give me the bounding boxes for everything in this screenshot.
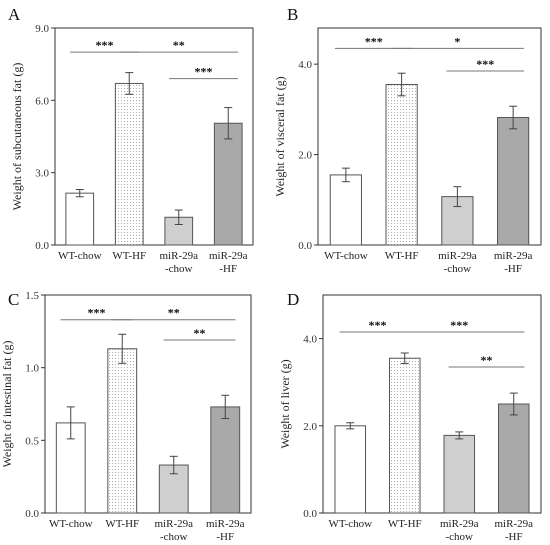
bar [497,117,530,246]
x-tick-label: -chow [160,531,188,543]
x-tick-label: miR-29a [440,518,479,530]
bar [107,348,138,514]
panel-a: A 0.0 3.0 6.0 9.0 Weight of subcutaneous fat … [8,5,254,275]
panel-letter: B [287,5,298,24]
bar [65,192,95,246]
significance-label: ** [481,353,493,367]
panel-letter: A [8,5,21,24]
significance-label: *** [96,38,114,52]
y-tick-label: 2.0 [298,150,312,162]
y-tick-label: 4.0 [298,59,312,71]
plot-frame [54,27,254,246]
x-tick-label: WT-HF [388,518,422,530]
y-axis-title: Weight of intestinal fat (g) [0,341,14,468]
plot-frame [322,294,542,514]
x-tick-label: -HF [504,263,522,275]
x-tick-label: miR-29a [160,250,199,262]
bar [385,84,418,246]
bar [213,122,243,246]
plot-frame [317,27,542,246]
bar [329,174,362,246]
significance-label: *** [88,306,106,320]
y-axis-title: Weight of liver (g) [278,359,292,448]
bar [114,82,144,246]
panel-d: D 0.0 2.0 4.0 Weight of liver (g) WT-chow WT-H… [278,290,542,543]
x-tick-label: WT-chow [324,250,368,262]
x-tick-label: WT-HF [112,250,146,262]
significance-label: *** [476,57,494,71]
significance-label: ** [173,38,185,52]
y-tick-label: 0.0 [25,508,39,520]
significance-label: *** [365,34,383,48]
y-tick-label: 2.0 [303,421,317,433]
bar [443,434,476,514]
x-tick-label: WT-chow [58,250,102,262]
plot-frame [44,294,252,514]
x-tick-label: WT-HF [385,250,419,262]
x-tick-label: WT-HF [105,518,139,530]
significance-label: ** [194,326,206,340]
y-axis-title: Weight of visceral fat (g) [273,76,287,196]
x-tick-label: miR-29a [438,250,477,262]
panel-letter: D [287,290,299,309]
x-tick-label: -chow [165,263,193,275]
x-tick-label: WT-chow [328,518,372,530]
x-tick-label: -chow [444,263,472,275]
x-tick-label: miR-29a [155,518,194,530]
x-tick-label: miR-29a [495,518,534,530]
y-tick-label: 1.0 [25,363,39,375]
y-tick-label: 3.0 [35,168,49,180]
significance-label: *** [450,318,468,332]
panel-b: B 0.0 2.0 4.0 Weight of visceral fat (g) WT-c… [273,5,542,275]
bar [334,425,367,514]
y-tick-label: 1.5 [25,290,39,302]
bar [388,357,421,514]
y-tick-label: 0.0 [35,240,49,252]
x-tick-label: miR-29a [206,518,245,530]
y-tick-label: 0.0 [303,508,317,520]
x-tick-label: WT-chow [49,518,93,530]
significance-label: *** [195,65,213,79]
bar [210,406,241,514]
x-tick-label: -HF [219,263,237,275]
y-tick-label: 9.0 [35,23,49,35]
x-tick-label: -HF [216,531,234,543]
y-tick-label: 0.5 [25,435,39,447]
bar [497,403,530,514]
significance-label: * [454,34,460,48]
panel-c: C 0.0 0.5 1.0 1.5 Weight of intestinal fat (g… [0,290,252,543]
x-tick-label: miR-29a [494,250,533,262]
x-tick-label: -chow [446,531,474,543]
y-tick-label: 6.0 [35,95,49,107]
x-tick-label: -HF [505,531,523,543]
significance-label: *** [369,318,387,332]
y-axis-title: Weight of subcutaneous fat (g) [10,63,24,211]
x-tick-label: miR-29a [209,250,248,262]
panel-letter: C [8,290,19,309]
y-tick-label: 4.0 [303,334,317,346]
significance-label: ** [168,306,180,320]
y-tick-label: 0.0 [298,240,312,252]
